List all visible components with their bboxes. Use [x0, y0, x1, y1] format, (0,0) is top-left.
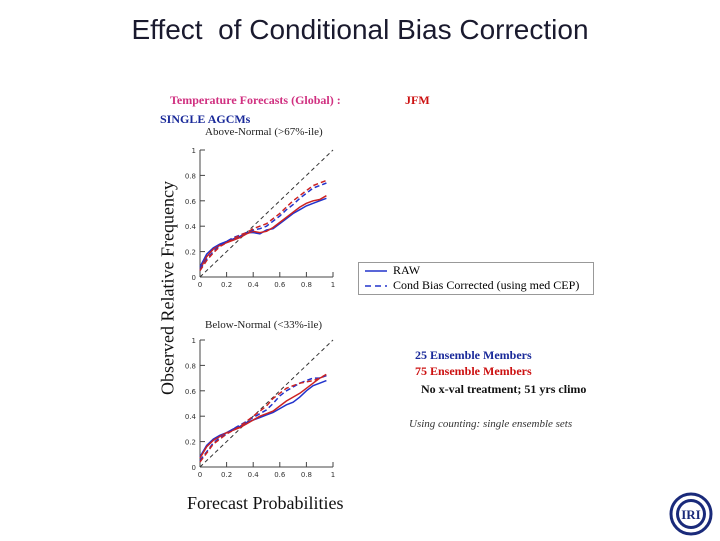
y-tick-label: 0: [192, 464, 196, 472]
y-tick-label: 0.4: [185, 413, 197, 421]
series-line-2: [199, 374, 327, 462]
series-line-3: [199, 179, 327, 272]
y-tick-label: 0.4: [185, 223, 197, 231]
panel-title-above: Above-Normal (>67%-ile): [205, 126, 323, 138]
x-tick-label: 0.6: [274, 281, 286, 289]
y-tick-label: 0.2: [185, 439, 196, 447]
y-tick-label: 0.8: [185, 172, 196, 180]
y-tick-label: 1: [192, 337, 196, 345]
x-tick-label: 1: [331, 471, 335, 479]
diagonal-reference: [199, 149, 334, 278]
x-tick-label: 1: [331, 281, 335, 289]
series-line-1: [199, 195, 327, 270]
x-tick-label: 0.8: [301, 281, 312, 289]
x-tick-label: 0.4: [248, 471, 260, 479]
panel-above: 0 0.2 0.4 0.6 0.8 1 0 0.2 0.4 0.6 0.8 1: [185, 147, 335, 289]
legend-raw-label: RAW: [393, 263, 421, 277]
y-tick-label: 0.6: [185, 198, 197, 206]
counting-note: Using counting: single ensemble sets: [409, 418, 573, 430]
x-axis-label: Forecast Probabilities: [187, 493, 344, 513]
y-tick-label: 0.6: [185, 388, 197, 396]
x-tick-label: 0: [198, 471, 202, 479]
info-75-members: 75 Ensemble Members: [415, 364, 532, 378]
y-tick-label: 0: [192, 274, 196, 282]
y-tick-label: 1: [192, 147, 196, 155]
season-label: JFM: [405, 93, 430, 107]
x-tick-label: 0.6: [274, 471, 286, 479]
series-line-2: [199, 182, 327, 270]
info-25-members: 25 Ensemble Members: [415, 348, 532, 362]
legend: RAW Cond Bias Corrected (using med CEP): [358, 262, 594, 295]
panel-below: 0 0.2 0.4 0.6 0.8 1 0 0.2 0.4 0.6 0.8 1: [185, 337, 335, 479]
legend-swatches: [365, 270, 387, 287]
legend-corrected-label: Cond Bias Corrected (using med CEP): [393, 278, 580, 292]
x-tick-label: 0.2: [221, 281, 232, 289]
series-line-3: [199, 373, 327, 463]
x-tick-label: 0: [198, 281, 202, 289]
iri-logo-text: IRI: [681, 507, 701, 522]
iri-logo-graphic: IRI: [669, 492, 713, 536]
y-tick-label: 0.2: [185, 249, 196, 257]
models-label: SINGLE AGCMs: [160, 112, 251, 126]
x-tick-label: 0.8: [301, 471, 312, 479]
iri-logo: IRI: [669, 492, 713, 536]
y-tick-label: 0.8: [185, 362, 196, 370]
x-tick-label: 0.2: [221, 471, 232, 479]
slide-title: Effect of Conditional Bias Correction: [131, 14, 589, 45]
series-line-0: [199, 379, 327, 458]
diagonal-reference: [199, 339, 334, 468]
series-line-1: [199, 374, 327, 459]
info-xval: No x-val treatment; 51 yrs climo: [421, 382, 587, 396]
panel-title-below: Below-Normal (<33%-ile): [205, 319, 323, 331]
chart-header: Temperature Forecasts (Global) :: [170, 93, 341, 107]
x-tick-label: 0.4: [248, 281, 260, 289]
